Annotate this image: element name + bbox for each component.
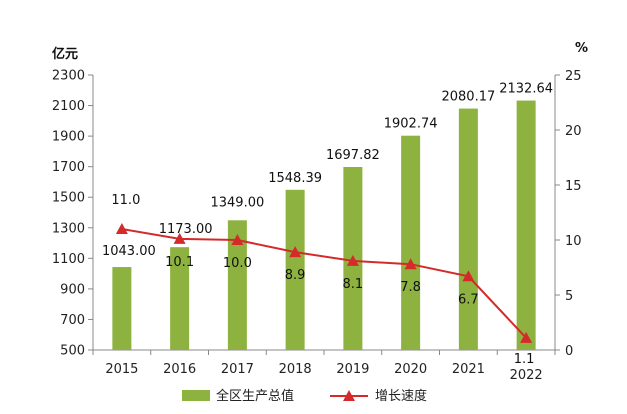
y-left-tick-label: 700 xyxy=(60,313,85,328)
y-right-tick-label: 5 xyxy=(565,289,573,304)
y-left-tick-label: 1900 xyxy=(52,130,85,145)
y-right-unit: % xyxy=(575,41,588,56)
y-right-tick-label: 0 xyxy=(565,344,573,359)
x-tick-label: 2020 xyxy=(394,362,427,377)
bar-value-label: 1173.00 xyxy=(159,222,213,237)
bar-value-label: 2132.64 xyxy=(499,82,553,97)
line-value-label: 11.0 xyxy=(111,193,140,208)
legend: 全区生产总值 增长速度 xyxy=(182,388,427,404)
y-left-tick-label: 500 xyxy=(60,344,85,359)
line-series xyxy=(115,223,533,343)
line-marker xyxy=(231,234,244,245)
y-left-unit: 亿元 xyxy=(52,46,78,62)
legend-bar-swatch xyxy=(182,390,210,401)
line-value-label: 8.1 xyxy=(343,277,364,292)
y-left-tick-label: 1500 xyxy=(52,191,85,206)
bar-value-label: 1902.74 xyxy=(384,117,438,132)
bar-value-label: 1043.00 xyxy=(102,244,156,259)
line-marker xyxy=(462,270,475,282)
x-tick-label: 2015 xyxy=(105,362,138,377)
bar-value-label: 2080.17 xyxy=(441,90,495,105)
axes: 500 700 900 1100 1300 1500 1700 1900 2100 2300 亿元 0… xyxy=(52,41,588,383)
line-value-label: 6.7 xyxy=(458,292,479,307)
y-left-tick-label: 1100 xyxy=(52,252,85,267)
y-right-tick-label: 15 xyxy=(565,179,582,194)
line-value-label: 10.1 xyxy=(165,255,194,270)
bar-value-label: 1548.39 xyxy=(268,171,322,186)
bar-value-label: 1697.82 xyxy=(326,148,380,163)
line-marker xyxy=(115,223,128,234)
line-value-label: 10.0 xyxy=(223,256,252,271)
x-tick-label: 2021 xyxy=(452,362,485,377)
y-left-tick-label: 1700 xyxy=(52,160,85,175)
y-left-tick-label: 2300 xyxy=(52,69,85,84)
line-value-label: 8.9 xyxy=(285,268,306,283)
bar xyxy=(112,267,132,350)
bar xyxy=(458,108,478,350)
line-value-label: 1.1 xyxy=(514,352,535,367)
legend-line-marker xyxy=(343,390,355,401)
line-marker xyxy=(289,246,302,258)
bar xyxy=(227,220,247,350)
line-marker xyxy=(520,331,533,343)
line-value-label: 7.8 xyxy=(400,280,421,295)
x-tick-label: 2022 xyxy=(510,368,543,383)
x-tick-label: 2016 xyxy=(163,362,196,377)
bar xyxy=(401,135,421,350)
x-tick-label: 2018 xyxy=(279,362,312,377)
x-tick-label: 2017 xyxy=(221,362,254,377)
bar-series xyxy=(112,100,536,351)
line-marker xyxy=(173,232,186,244)
y-right-tick-label: 20 xyxy=(565,124,582,139)
x-tick-label: 2019 xyxy=(336,362,369,377)
line-marker xyxy=(346,254,359,266)
y-left-tick-label: 2100 xyxy=(52,99,85,114)
y-left-tick-label: 1300 xyxy=(52,221,85,236)
y-right-tick-label: 25 xyxy=(565,69,582,84)
bar xyxy=(285,189,305,350)
y-right-tick-label: 10 xyxy=(565,234,582,249)
growth-line xyxy=(121,228,527,339)
y-left-tick-label: 900 xyxy=(60,282,85,297)
line-marker xyxy=(404,258,417,270)
legend-line-label: 增长速度 xyxy=(375,388,427,404)
bar-value-label: 1349.00 xyxy=(210,195,264,210)
legend-bar-label: 全区生产总值 xyxy=(216,388,294,404)
bar xyxy=(170,247,190,350)
bar xyxy=(516,100,536,351)
